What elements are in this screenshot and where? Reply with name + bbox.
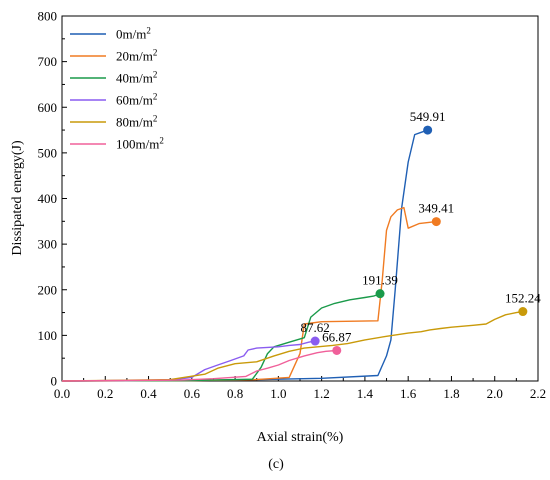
y-tick-label: 500 — [38, 145, 58, 160]
legend-label-5: 100m/m2 — [116, 136, 164, 152]
legend-series-name: 20m/m — [116, 49, 153, 64]
x-tick-label: 1.0 — [270, 386, 286, 401]
legend-unit-superscript: 2 — [153, 92, 158, 102]
series-end-marker-2 — [375, 289, 385, 299]
legend-label-3: 60m/m2 — [116, 92, 157, 108]
end-value-label-5: 66.87 — [322, 329, 352, 344]
series-line-4 — [61, 310, 524, 382]
x-axis-ticks: 0.0 0.2 0.4 0.6 0.8 1.0 1.2 1.4 1.6 1.8 2.0 2.2 — [54, 376, 546, 401]
legend-unit-superscript: 2 — [153, 48, 158, 58]
y-tick-label: 700 — [38, 54, 58, 69]
legend-unit-superscript: 2 — [146, 26, 151, 36]
series-line-1 — [61, 206, 437, 382]
series-line-5 — [61, 349, 337, 382]
x-tick-label: 1.4 — [357, 386, 374, 401]
series-end-marker-4 — [518, 307, 528, 317]
x-tick-label: 0.8 — [227, 386, 243, 401]
x-tick-label: 0.2 — [97, 386, 113, 401]
x-tick-label: 0.0 — [54, 386, 70, 401]
legend-unit-superscript: 2 — [153, 70, 158, 80]
legend-label-0: 0m/m2 — [116, 26, 151, 42]
end-value-label-3: 87.62 — [301, 320, 330, 335]
series-line-0 — [61, 129, 428, 382]
legend-unit-superscript: 2 — [153, 114, 158, 124]
y-tick-label: 300 — [38, 237, 58, 252]
end-value-label-2: 191.39 — [362, 273, 398, 288]
legend-label-1: 20m/m2 — [116, 48, 157, 64]
x-tick-label: 0.4 — [140, 386, 157, 401]
y-axis-title: Dissipated energy(J) — [10, 140, 25, 256]
end-value-label-0: 549.91 — [410, 109, 446, 124]
x-tick-label: 0.6 — [184, 386, 201, 401]
legend-series-name: 0m/m — [116, 27, 146, 42]
legend-series-name: 100m/m — [116, 137, 159, 152]
x-tick-label: 2.2 — [530, 386, 546, 401]
series-line-2 — [61, 293, 381, 382]
end-value-label-1: 349.41 — [418, 201, 454, 216]
y-tick-label: 100 — [38, 328, 58, 343]
series-end-marker-3 — [310, 336, 320, 346]
panel-label: (c) — [268, 457, 284, 472]
x-tick-label: 1.8 — [443, 386, 459, 401]
y-tick-label: 400 — [38, 191, 58, 206]
x-tick-label: 1.2 — [314, 386, 330, 401]
series-layer: 549.91 349.41 191.39 87.62 152.24 66.87 — [61, 109, 541, 382]
y-axis-ticks: 0 100 200 300 400 500 600 700 800 — [38, 9, 67, 389]
x-axis-title: Axial strain(%) — [257, 430, 344, 445]
y-tick-label: 800 — [38, 9, 58, 24]
legend-series-name: 60m/m — [116, 93, 153, 108]
series-end-marker-0 — [423, 125, 433, 135]
y-tick-label: 200 — [38, 282, 58, 297]
x-tick-label: 2.0 — [487, 386, 503, 401]
legend-label-4: 80m/m2 — [116, 114, 157, 130]
series-line-3 — [61, 340, 316, 382]
x-tick-label: 1.6 — [400, 386, 417, 401]
series-end-marker-5 — [332, 345, 342, 355]
legend-label-2: 40m/m2 — [116, 70, 157, 86]
y-tick-label: 600 — [38, 100, 58, 115]
y-tick-label: 0 — [51, 374, 58, 389]
legend-series-name: 80m/m — [116, 115, 153, 130]
series-end-marker-1 — [431, 217, 441, 227]
end-value-label-4: 152.24 — [505, 291, 541, 306]
legend-unit-superscript: 2 — [159, 136, 164, 146]
legend-series-name: 40m/m — [116, 71, 153, 86]
